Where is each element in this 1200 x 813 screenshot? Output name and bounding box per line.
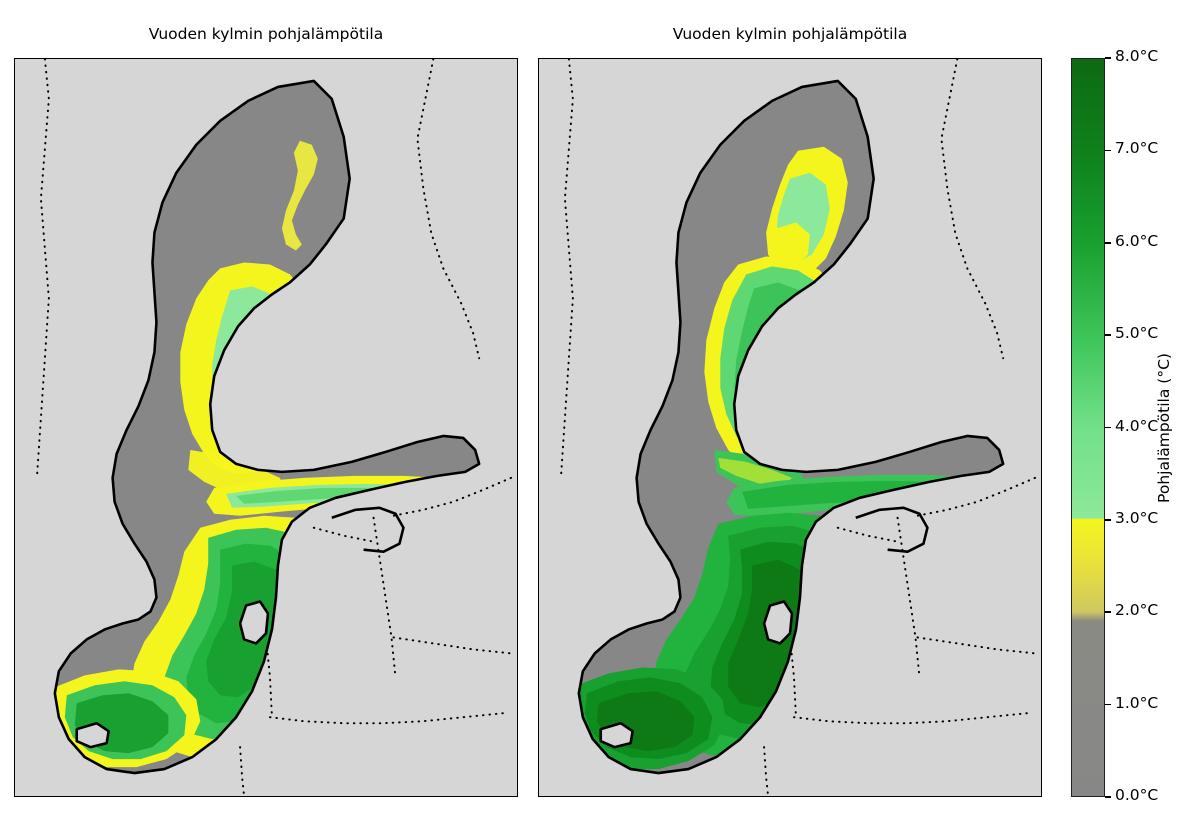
colorbar-tick-label: 1.0°C bbox=[1115, 693, 1159, 712]
coastline-left bbox=[53, 79, 481, 775]
colorbar-tick-mark bbox=[1105, 334, 1111, 336]
colorbar-tick-label: 7.0°C bbox=[1115, 139, 1159, 158]
colorbar-axis-label-text: Pohjalämpötila (°C) bbox=[1155, 352, 1174, 503]
colorbar-tick-mark bbox=[1105, 426, 1111, 429]
colorbar-tick-mark bbox=[1105, 519, 1111, 521]
colorbar-tick-mark bbox=[1105, 611, 1111, 614]
map-left[interactable] bbox=[14, 58, 518, 797]
colorbar-tick-label: 4.0°C bbox=[1115, 416, 1159, 435]
colorbar-tick-label: 6.0°C bbox=[1115, 231, 1159, 250]
colorbar-tick-mark bbox=[1105, 57, 1111, 59]
panel-right-title-line1: Vuoden kylmin pohjalämpötila bbox=[672, 25, 908, 43]
coastline-right bbox=[577, 79, 1005, 775]
colorbar-tick-label: 8.0°C bbox=[1115, 47, 1159, 65]
colorbar-tick-mark bbox=[1105, 149, 1111, 152]
colorbar bbox=[1071, 58, 1105, 797]
map-left-canvas bbox=[15, 59, 517, 796]
colorbar-tick-label: 3.0°C bbox=[1115, 508, 1159, 527]
colorbar-tick-mark bbox=[1105, 703, 1111, 706]
colorbar-tick-mark bbox=[1105, 796, 1111, 798]
colorbar-ticks: 8.0°C 7.0°C 6.0°C 5.0°C 4.0°C 3.0°C 2.0°C 1.0°C… bbox=[1105, 47, 1200, 804]
colorbar-axis-label: Pohjalämpötila (°C) bbox=[1150, 58, 1178, 797]
colorbar-tick-label: 0.0°C bbox=[1115, 786, 1159, 804]
colorbar-tick-label: 5.0°C bbox=[1115, 324, 1159, 343]
panel-left-title-line1: Vuoden kylmin pohjalämpötila bbox=[148, 25, 384, 43]
colorbar-tick-label: 2.0°C bbox=[1115, 601, 1159, 620]
map-right[interactable] bbox=[538, 58, 1042, 797]
map-right-canvas bbox=[539, 59, 1041, 796]
colorbar-tick-mark bbox=[1105, 241, 1111, 244]
colorbar-gradient bbox=[1071, 58, 1105, 797]
